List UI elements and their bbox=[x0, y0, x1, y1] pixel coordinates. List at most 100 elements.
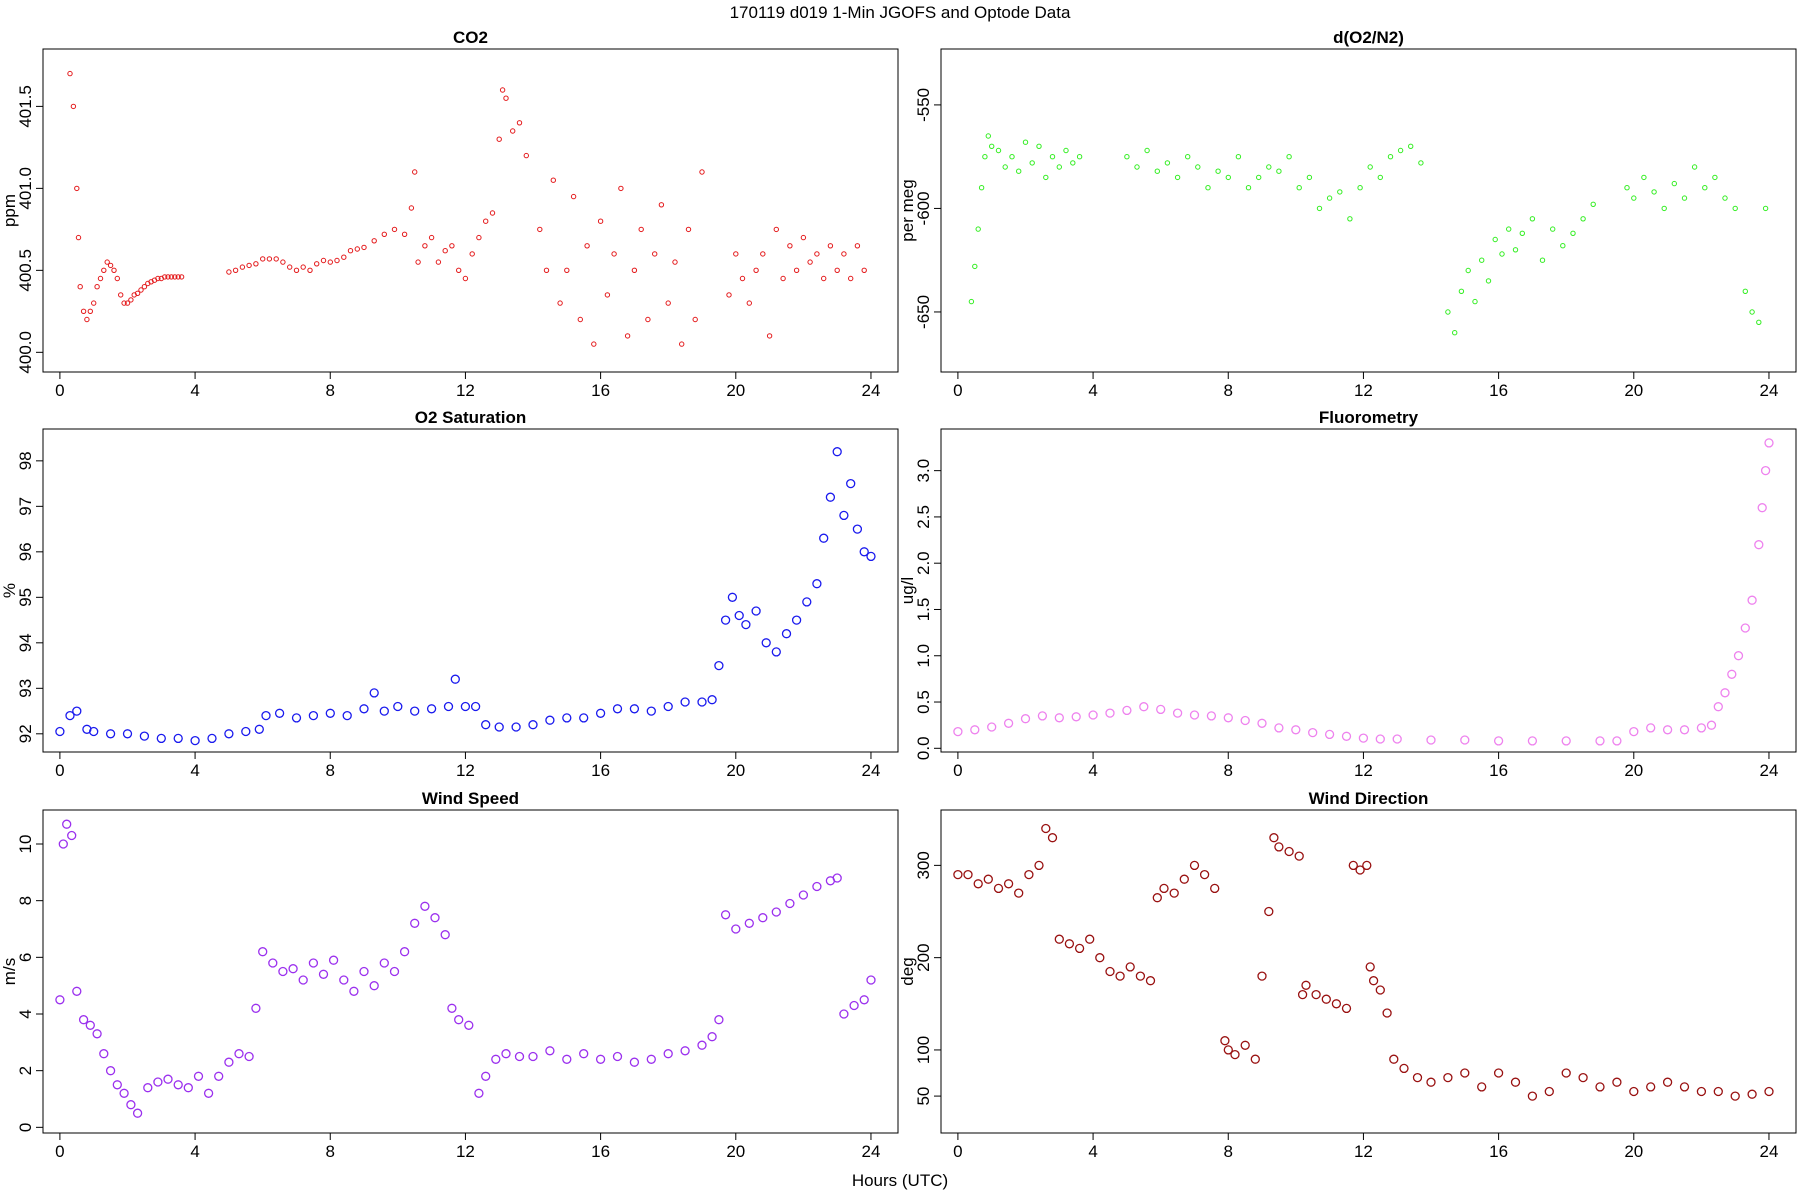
data-point bbox=[983, 874, 993, 884]
data-point bbox=[646, 1054, 656, 1064]
data-point bbox=[1730, 1091, 1740, 1101]
x-tick-label: 12 bbox=[456, 1142, 475, 1161]
x-tick-label: 24 bbox=[862, 1142, 881, 1161]
x-tick-label: 12 bbox=[456, 381, 475, 400]
data-point bbox=[1631, 195, 1637, 201]
x-tick-label: 12 bbox=[456, 761, 475, 780]
data-point bbox=[1757, 503, 1767, 513]
data-point bbox=[1297, 989, 1308, 1000]
data-point bbox=[1036, 143, 1042, 150]
data-point bbox=[341, 254, 347, 260]
y-tick-label: 6 bbox=[16, 953, 35, 962]
y-tick-label: 8 bbox=[16, 896, 35, 905]
data-point bbox=[280, 259, 286, 265]
x-tick-label: 4 bbox=[1088, 381, 1097, 400]
x-tick-label: 8 bbox=[1224, 761, 1233, 780]
data-point bbox=[1341, 731, 1352, 741]
data-point bbox=[697, 1040, 707, 1050]
data-point bbox=[114, 275, 121, 282]
data-point bbox=[214, 1071, 224, 1081]
data-point bbox=[1134, 164, 1140, 170]
page-title: 170119 d019 1-Min JGOFS and Optode Data bbox=[729, 3, 1071, 22]
data-point bbox=[1382, 1008, 1392, 1018]
data-point bbox=[516, 120, 523, 126]
data-point bbox=[1595, 736, 1605, 746]
data-point bbox=[1125, 962, 1135, 972]
data-point bbox=[1172, 708, 1183, 718]
data-point bbox=[1426, 1077, 1436, 1087]
data-point bbox=[314, 261, 320, 267]
data-point bbox=[101, 267, 107, 273]
data-point bbox=[1179, 874, 1189, 884]
y-tick-label: -650 bbox=[914, 295, 933, 329]
data-point bbox=[591, 341, 597, 347]
data-point bbox=[474, 1088, 484, 1098]
data-point bbox=[1002, 164, 1008, 170]
data-point bbox=[1539, 257, 1546, 263]
x-tick-label: 8 bbox=[1224, 1142, 1233, 1161]
y-tick-label: 10 bbox=[16, 835, 35, 854]
data-point bbox=[97, 275, 104, 282]
data-point bbox=[354, 246, 360, 252]
data-point bbox=[1063, 147, 1069, 154]
data-point bbox=[866, 975, 876, 985]
data-point bbox=[852, 524, 863, 534]
data-point bbox=[1740, 623, 1750, 633]
data-point bbox=[274, 708, 285, 718]
x-tick-label: 12 bbox=[1354, 761, 1373, 780]
data-point bbox=[1756, 319, 1762, 325]
x-tick-label: 16 bbox=[1489, 381, 1508, 400]
data-point bbox=[1022, 139, 1029, 145]
data-point bbox=[1294, 851, 1304, 861]
data-point bbox=[1713, 1086, 1723, 1097]
data-point bbox=[72, 986, 82, 996]
data-point bbox=[399, 947, 410, 957]
data-point bbox=[604, 292, 611, 298]
data-point bbox=[260, 256, 266, 262]
data-point bbox=[807, 259, 813, 265]
y-tick-label: -550 bbox=[914, 88, 933, 122]
data-points bbox=[953, 438, 1774, 746]
y-tick-label: -600 bbox=[914, 191, 933, 225]
data-point bbox=[819, 533, 829, 543]
data-point bbox=[511, 722, 521, 732]
x-tick-label: 20 bbox=[1624, 761, 1643, 780]
data-point bbox=[1465, 267, 1471, 274]
data-point bbox=[1070, 160, 1076, 166]
data-point bbox=[156, 733, 166, 744]
data-point bbox=[408, 205, 415, 211]
y-tick-label: 94 bbox=[16, 633, 35, 652]
data-point bbox=[67, 70, 73, 77]
data-point bbox=[1047, 833, 1058, 843]
data-point bbox=[612, 704, 623, 714]
data-point bbox=[741, 619, 751, 630]
data-point bbox=[1624, 185, 1630, 191]
data-point bbox=[128, 297, 134, 303]
data-points bbox=[968, 133, 1769, 336]
y-tick-label: 401.0 bbox=[16, 167, 35, 210]
data-point bbox=[118, 292, 124, 298]
data-point bbox=[1560, 243, 1566, 249]
data-point bbox=[714, 1015, 724, 1025]
chart-panel-6: Wind Direction deg 0 4 8 12 16 20 24 50 100 200 300 bbox=[898, 789, 1797, 1161]
data-point bbox=[1375, 985, 1385, 995]
data-point bbox=[1443, 1072, 1453, 1083]
data-point bbox=[1240, 1040, 1250, 1050]
y-tick-label: 4 bbox=[16, 1009, 35, 1018]
chart-panel-3: O2 Saturation% 0 4 8 12 16 20 24 92 93 94 95 96 97 98 bbox=[0, 408, 899, 780]
x-tick-label: 4 bbox=[1088, 761, 1097, 780]
x-tick-label: 20 bbox=[726, 381, 745, 400]
data-point bbox=[543, 267, 550, 273]
data-point bbox=[1264, 906, 1274, 917]
y-tick-label: 200 bbox=[914, 943, 933, 971]
data-point bbox=[246, 262, 252, 269]
data-point bbox=[814, 251, 820, 257]
data-point bbox=[1088, 710, 1098, 720]
x-tick-label: 0 bbox=[953, 381, 962, 400]
data-point bbox=[1529, 216, 1536, 222]
y-tick-label: 0.5 bbox=[914, 690, 933, 714]
x-tick-label: 20 bbox=[726, 761, 745, 780]
data-point bbox=[138, 287, 144, 293]
data-point bbox=[1020, 714, 1031, 724]
data-point bbox=[1477, 1082, 1487, 1092]
